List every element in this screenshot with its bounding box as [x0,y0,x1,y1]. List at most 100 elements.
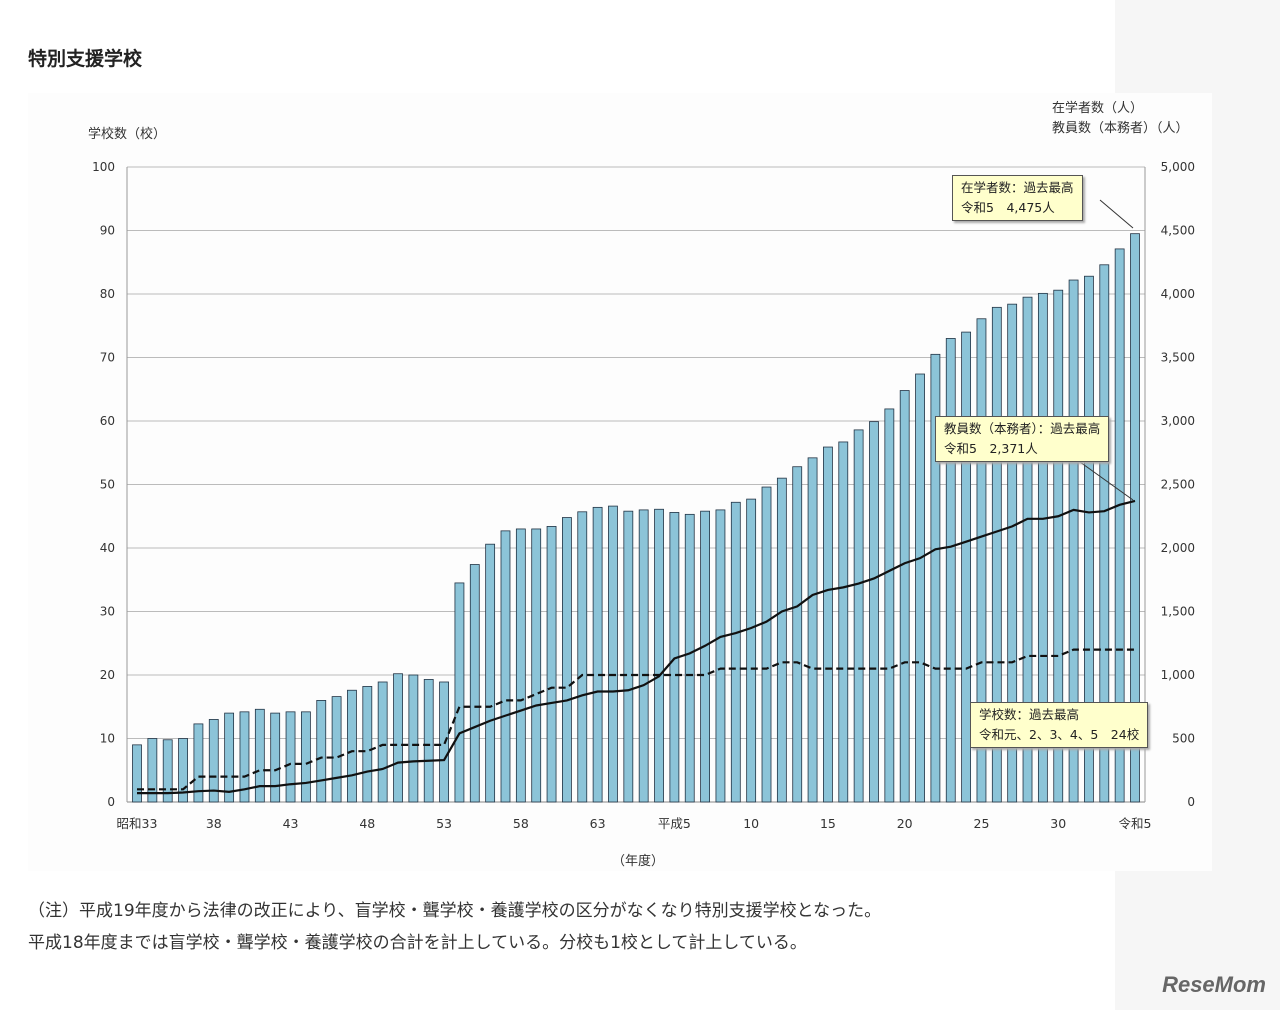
bar-students-H14 [807,457,818,803]
bar-students-S60 [546,526,557,803]
bar-students-S44 [300,711,311,803]
bar-students-H21 [915,373,925,803]
bar-students-S54 [454,582,465,803]
annotation-teachers-line1: 教員数（本務者）：過去最高 [944,421,1101,436]
x-tick-label: 15 [820,816,836,831]
line-schools [137,648,1135,791]
bar-students-S56 [485,543,496,803]
bar-students-S58 [515,528,526,803]
bar-students-H13 [792,466,803,803]
bar-students-S57 [500,530,511,803]
y-left-tick-label: 20 [100,668,115,682]
bar-students-H3 [638,509,649,803]
x-tick-label: 38 [206,816,222,831]
bar-students-H27 [1007,303,1018,803]
x-tick-label: 63 [590,816,606,831]
bar-students-S45 [316,700,327,803]
bar-students-H24 [961,331,972,803]
y-right-tick-label: 3,500 [1161,351,1195,365]
y-left-tick-label: 10 [100,732,115,746]
y-left-tick-label: 40 [100,541,115,555]
x-tick-label: 30 [1050,816,1066,831]
y-left-tick-label: 70 [100,351,115,365]
annotation-schools-line2: 令和元、2、3、4、5 24校 [979,727,1140,742]
x-tick-label: 20 [897,816,913,831]
y-right-tick-label: 0 [1187,795,1195,809]
x-axis-label: （年度） [612,854,665,869]
x-tick-label: 58 [513,816,529,831]
bar-students-H4 [654,508,664,803]
annotation-students-line1: 在学者数：過去最高 [961,180,1074,195]
bar-students-S48 [362,686,373,803]
bar-students-H26 [991,306,1002,803]
annotation-students: 在学者数：過去最高 令和5 4,475人 [952,175,1083,221]
annotation-schools: 学校数：過去最高 令和元、2、3、4、5 24校 [970,702,1149,748]
y-right-tick-label: 5,000 [1161,160,1195,174]
y-left-tick-label: 80 [100,287,115,301]
bar-students-H20 [899,390,910,803]
bar-students-S41 [254,708,265,803]
bar-students-H12 [776,477,787,803]
bar-students-S39 [224,712,235,803]
bar-students-R1 [1068,279,1079,803]
annotation-students-line2: 令和5 4,475人 [961,200,1055,215]
bar-students-S36 [178,738,188,803]
line-teachers [137,499,1136,795]
x-tick-label: 48 [359,816,375,831]
note-line-1: （注）平成19年度から法律の改正により、盲学校・聾学校・養護学校の区分がなくなり… [28,901,882,921]
bar-students-S33 [132,744,142,803]
bar-students-S47 [347,689,357,803]
right-axis-label-1: 在学者数（人） [1052,101,1144,116]
y-left-tick-label: 30 [100,605,115,619]
bar-students-H15 [823,446,833,803]
bar-students-H19 [884,408,895,803]
bar-students-H1 [608,505,618,803]
x-tick-label: 43 [283,816,299,831]
y-left-tick-label: 50 [100,478,115,492]
bar-students-R5 [1130,233,1140,803]
bar-students-S63 [592,506,603,803]
y-right-tick-label: 4,500 [1161,224,1195,238]
y-left-tick-label: 0 [107,795,115,809]
arrow-students [1099,199,1134,229]
bar-students-S40 [239,711,250,803]
bar-students-H22 [930,353,941,803]
bar-students-S59 [531,528,542,803]
bar-students-S61 [562,517,572,803]
bar-students-H16 [838,441,849,803]
bar-students-H6 [684,513,695,803]
bar-students-S46 [331,696,342,803]
y-right-tick-label: 1,500 [1161,605,1195,619]
bar-students-S50 [393,673,403,803]
left-axis-label: 学校数（校） [88,127,167,142]
bar-students-H9 [730,501,741,803]
bar-students-H11 [761,486,772,803]
y-right-tick-label: 3,000 [1161,414,1195,428]
bar-students-S43 [285,711,296,803]
bar-students-S38 [208,719,219,803]
y-right-tick-label: 2,500 [1161,478,1195,492]
bar-students-R2 [1084,275,1094,803]
y-left-tick-label: 60 [100,414,115,428]
bar-students-R3 [1099,264,1110,803]
bar-students-H17 [853,429,864,803]
annotation-teachers: 教員数（本務者）：過去最高 令和5 2,371人 [935,416,1110,462]
resemom-logo: ReseMom [1162,972,1266,997]
arrow-teachers [1079,461,1134,501]
bar-students-S42 [270,712,281,803]
bar-students-H10 [746,498,757,803]
bar-students-H30 [1053,289,1064,803]
annotation-teachers-line2: 令和5 2,371人 [944,441,1038,456]
bar-students-S49 [377,681,388,803]
x-tick-label: 昭和33 [117,816,158,831]
x-tick-label: 53 [436,816,452,831]
x-tick-label: 25 [974,816,990,831]
bar-students-S34 [147,738,158,803]
y-right-tick-label: 2,000 [1161,541,1195,555]
bar-students-H23 [945,338,956,803]
note-line-2: 平成18年度までは盲学校・聾学校・養護学校の合計を計上している。分校も1校として… [28,933,807,953]
bar-students-S52 [423,679,434,803]
bar-students-R4 [1114,248,1125,803]
bar-students-H18 [869,421,879,803]
